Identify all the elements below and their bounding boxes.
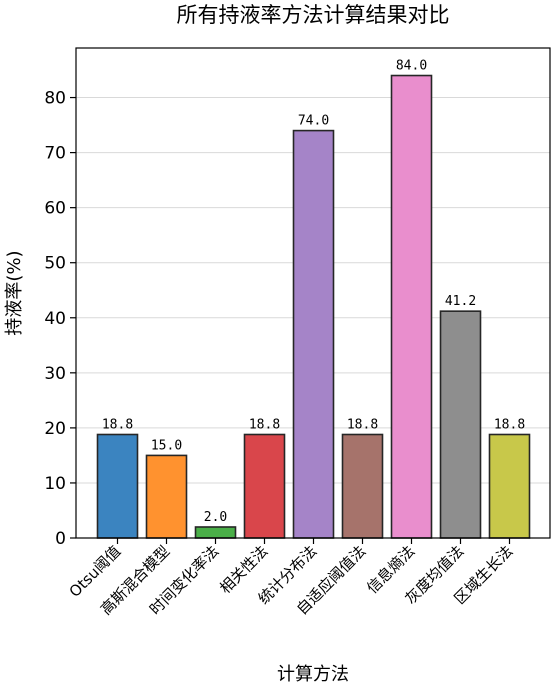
y-tick-label: 60	[44, 199, 66, 219]
data-label: 41.2	[445, 294, 476, 309]
bar	[145, 454, 188, 539]
y-axis-ticks: 0 10 20 30 40 50 60 70 80	[44, 89, 76, 549]
y-tick-label: 80	[44, 89, 66, 109]
y-tick-label: 30	[44, 364, 66, 384]
y-tick-label: 50	[44, 254, 66, 274]
bars: 18.8 15.0 2.0 18.8 74.0 18.8 84.0 41.2 18.8	[96, 59, 531, 539]
bar	[439, 310, 482, 539]
data-label: 74.0	[298, 114, 329, 129]
y-axis-title: 持液率(%)	[4, 250, 25, 335]
bar	[194, 526, 237, 539]
chart-title: 所有持液率方法计算结果对比	[177, 3, 450, 27]
bar	[243, 433, 286, 539]
data-label: 18.8	[494, 417, 525, 432]
y-tick-label: 20	[44, 419, 66, 439]
data-label: 18.8	[102, 417, 133, 432]
bar	[96, 433, 139, 539]
data-label: 2.0	[204, 510, 227, 525]
bar	[390, 74, 433, 539]
x-axis-ticks: Otsu阈值高斯混合模型时间变化率法相关性法统计分布法自适应阈值法信息熵法灰度均…	[66, 538, 516, 618]
y-tick-label: 40	[44, 309, 66, 329]
bar	[341, 433, 384, 539]
plot-frame	[75, 47, 551, 539]
bar	[488, 433, 531, 539]
y-tick-label: 10	[44, 474, 66, 494]
x-axis-title: 计算方法	[277, 664, 349, 685]
data-label: 84.0	[396, 59, 427, 74]
data-label: 18.8	[347, 417, 378, 432]
bar	[292, 129, 335, 539]
data-label: 18.8	[249, 417, 280, 432]
y-tick-label: 0	[55, 529, 66, 549]
data-label: 15.0	[151, 438, 182, 453]
y-tick-label: 70	[44, 144, 66, 164]
